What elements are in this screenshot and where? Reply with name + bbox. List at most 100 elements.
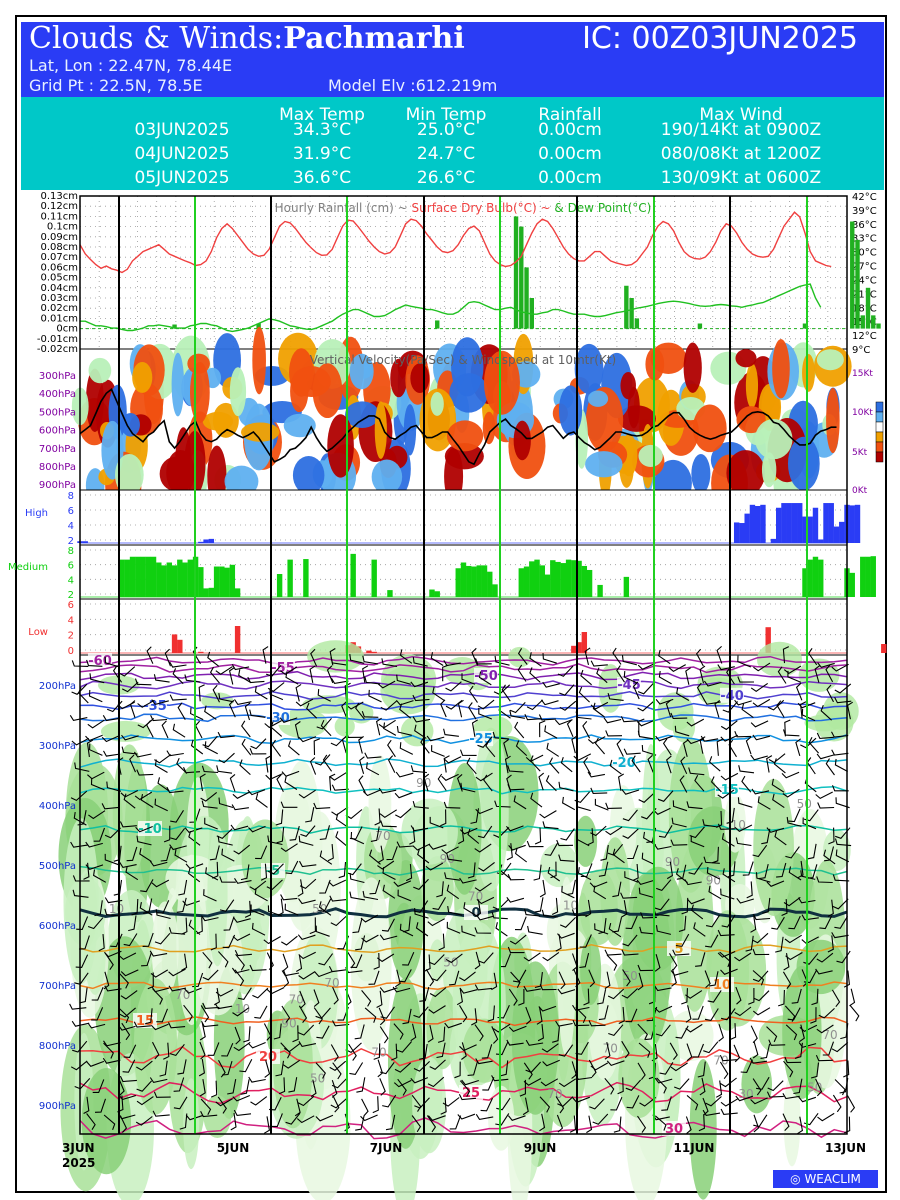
wind-barb: [235, 953, 245, 971]
wind-barb: [632, 681, 640, 700]
wind-barb: [514, 721, 525, 739]
wind-barb: [767, 1080, 784, 1092]
wind-barb: [151, 699, 169, 706]
wind-barb: [499, 953, 512, 968]
wind-barb: [705, 1096, 722, 1107]
wind-barb: [835, 849, 850, 863]
summary-rain: 0.00cm: [538, 168, 602, 188]
wind-barb: [402, 951, 415, 966]
wind-barb: [621, 988, 638, 999]
rain-tick-label: 0.1cm: [47, 222, 78, 233]
wind-barb: [757, 796, 771, 810]
wind-barb: [217, 835, 233, 846]
wind-barb: [624, 871, 639, 883]
wind-barb: [720, 1108, 738, 1115]
isotherm-line: [79, 680, 848, 690]
wind-barb: [149, 1077, 168, 1084]
cloud-bar: [597, 584, 603, 597]
wind-barb: [119, 862, 137, 869]
wind-barb: [503, 739, 509, 757]
wind-barb: [445, 953, 463, 964]
wind-barb: [150, 714, 168, 722]
wind-barb: [123, 793, 136, 809]
wind-barb: [449, 1115, 462, 1130]
wind-barb: [136, 1096, 154, 1106]
vv-blob: [482, 411, 496, 445]
wind-barb: [346, 863, 362, 876]
wind-barb: [622, 828, 639, 839]
rain-tick-label: 0.12cm: [40, 201, 78, 212]
wind-barb: [756, 1076, 770, 1090]
wind-barb: [459, 971, 476, 982]
wind-barb: [658, 649, 671, 665]
wind-barb: [335, 813, 349, 828]
wind-barb: [459, 827, 478, 835]
vv-blob: [691, 454, 711, 494]
wind-barb: [271, 1113, 283, 1127]
rh-blob: [706, 910, 750, 1031]
wind-barb: [616, 739, 624, 757]
isotherm-label: 20: [259, 1050, 277, 1065]
wind-barb: [540, 1078, 559, 1087]
wind-barb: [399, 703, 412, 719]
wind-barb: [538, 714, 556, 721]
wind-barb: [306, 702, 318, 719]
wind-barb: [314, 754, 331, 766]
wind-barb: [173, 1096, 188, 1110]
rain-tick-label: 0.09cm: [40, 232, 78, 243]
wind-barb: [555, 1020, 573, 1027]
wind-barb: [396, 1041, 413, 1053]
wind-barb: [72, 889, 89, 898]
wind-barb: [276, 827, 285, 844]
wind-barb: [313, 989, 320, 1008]
cloud-bar: [571, 645, 577, 653]
cloud-bar: [576, 560, 582, 597]
wind-barb: [170, 828, 186, 841]
wind-barb: [817, 662, 835, 668]
wind-barb: [681, 897, 689, 915]
wind-barb: [295, 683, 302, 702]
temp-tick-label: 21°C: [852, 289, 877, 300]
wind-barb: [746, 881, 753, 899]
wind-barb: [168, 1022, 186, 1029]
wind-barb: [621, 655, 637, 666]
wind-barb: [394, 969, 401, 988]
wind-barb: [121, 734, 139, 741]
wind-barb: [373, 1043, 381, 1060]
wind-barb: [816, 753, 835, 760]
temp-tick-label: 30°C: [852, 248, 877, 259]
vv-blob: [826, 387, 840, 454]
wind-barb: [542, 951, 560, 962]
wind-barb: [369, 879, 381, 895]
wind-barb: [590, 825, 607, 837]
wind-barb: [474, 882, 492, 892]
wind-barb: [708, 756, 721, 772]
wind-barb: [655, 925, 672, 935]
wind-barb: [703, 1041, 719, 1054]
wind-barb: [139, 847, 152, 863]
cloud-bar: [471, 566, 477, 597]
wind-barb: [547, 866, 561, 882]
wind-barb: [653, 843, 672, 850]
cloud-bar: [224, 567, 230, 597]
wind-barb: [106, 781, 122, 792]
isotherm-line: [79, 1045, 848, 1069]
vv-blob: [802, 354, 815, 392]
wind-barb: [310, 648, 318, 667]
wind-barb: [716, 738, 723, 756]
col-max-temp: Max Temp: [279, 105, 365, 125]
wind-barb: [249, 748, 267, 755]
wind-barb: [654, 1077, 673, 1084]
wind-barb: [766, 755, 773, 773]
wind-barb: [522, 1097, 529, 1116]
cloud-tick-label: 8: [68, 491, 74, 502]
wind-barb: [610, 1096, 623, 1111]
wind-barb: [636, 719, 655, 727]
wind-barb: [509, 934, 527, 945]
summary-wind: 130/09Kt at 0600Z: [660, 168, 822, 188]
cloud-bar: [860, 556, 866, 597]
wind-barb: [467, 828, 480, 844]
wind-barb: [561, 885, 575, 899]
wind-barb: [483, 774, 493, 792]
wind-barb: [637, 964, 655, 972]
